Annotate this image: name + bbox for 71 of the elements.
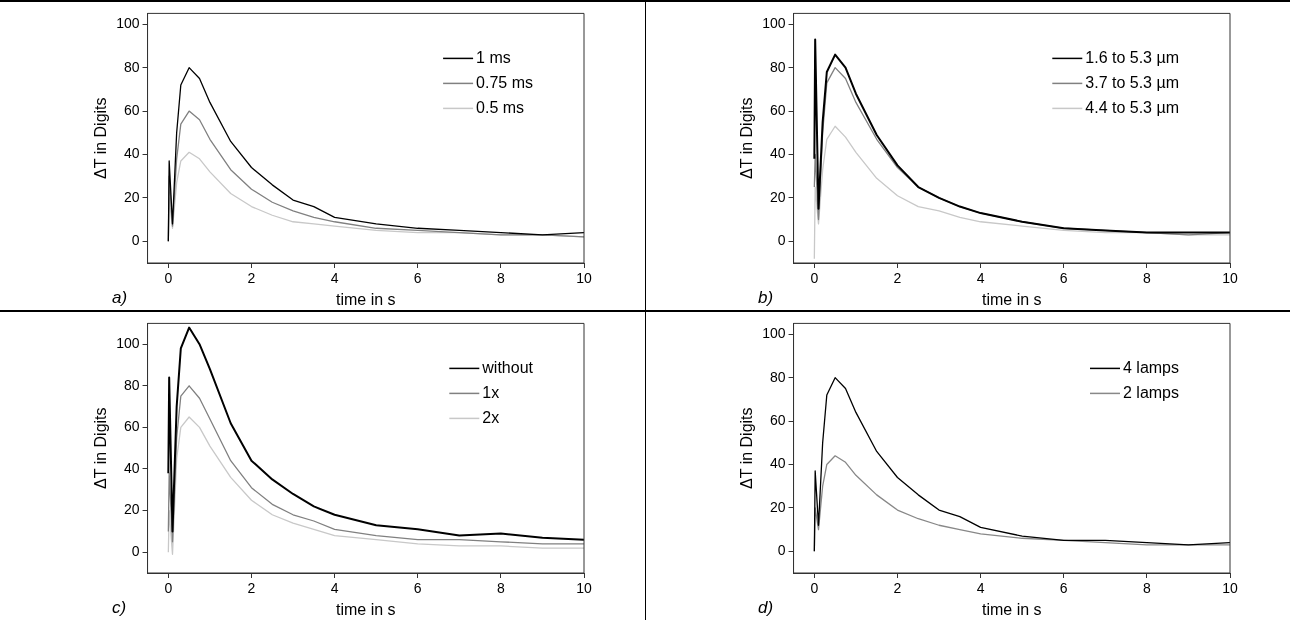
x-tick-label: 0 — [164, 580, 173, 597]
x-tick-label: 10 — [1222, 580, 1238, 597]
x-tick-label: 10 — [1222, 270, 1238, 287]
legend-label: 2 lamps — [1122, 383, 1180, 401]
legend-label: 0.75 ms — [476, 73, 534, 91]
y-axis-title: ΔT in Digits — [92, 407, 110, 489]
x-tick-label: 8 — [496, 580, 505, 597]
x-tick-label: 2 — [893, 580, 902, 597]
x-tick-label: 0 — [810, 580, 819, 597]
legend-label: 0.5 ms — [476, 98, 525, 116]
x-axis-title: time in s — [981, 290, 1042, 308]
legend-label: 1x — [482, 383, 500, 401]
y-tick-label: 20 — [123, 501, 140, 518]
y-tick-label: 100 — [116, 15, 140, 32]
y-tick-label: 0 — [131, 543, 140, 560]
x-tick-label: 0 — [810, 270, 819, 287]
y-tick-label: 0 — [131, 232, 140, 249]
x-tick-label: 8 — [496, 270, 505, 287]
legend-label: 4.4 to 5.3 µm — [1085, 98, 1180, 116]
y-tick-label: 60 — [123, 101, 140, 118]
legend-label: 1 ms — [476, 48, 511, 66]
y-tick-label: 100 — [762, 15, 786, 32]
x-tick-label: 4 — [976, 270, 985, 287]
y-tick-label: 80 — [769, 368, 786, 385]
y-tick-label: 60 — [769, 101, 786, 118]
x-tick-label: 2 — [247, 270, 256, 287]
y-tick-label: 20 — [769, 188, 786, 205]
x-tick-label: 0 — [164, 270, 173, 287]
x-tick-label: 6 — [1059, 270, 1068, 287]
legend-label: 3.7 to 5.3 µm — [1085, 73, 1180, 91]
y-tick-label: 0 — [777, 232, 786, 249]
x-axis-title: time in s — [981, 600, 1042, 618]
x-tick-label: 4 — [976, 580, 985, 597]
x-tick-label: 6 — [413, 580, 422, 597]
text: c) — [112, 598, 127, 618]
y-tick-label: 100 — [762, 325, 786, 342]
x-tick-label: 10 — [576, 580, 592, 597]
text: d) — [758, 598, 774, 618]
y-tick-label: 40 — [769, 455, 786, 472]
x-tick-label: 8 — [1142, 270, 1151, 287]
x-tick-label: 2 — [247, 580, 256, 597]
y-tick-label: 20 — [769, 498, 786, 515]
x-tick-label: 6 — [1059, 580, 1068, 597]
x-tick-label: 2 — [893, 270, 902, 287]
y-tick-label: 20 — [123, 188, 140, 205]
text: b) — [758, 288, 774, 308]
legend-label: 1.6 to 5.3 µm — [1085, 48, 1180, 66]
y-tick-label: 0 — [777, 542, 786, 559]
x-tick-label: 6 — [413, 270, 422, 287]
y-axis-title: ΔT in Digits — [738, 407, 756, 489]
y-tick-label: 60 — [123, 418, 140, 435]
x-tick-label: 4 — [330, 580, 339, 597]
legend-label: 2x — [482, 408, 500, 426]
y-tick-label: 80 — [123, 376, 140, 393]
y-tick-label: 100 — [116, 335, 140, 352]
y-tick-label: 40 — [123, 145, 140, 162]
legend-label: 4 lamps — [1122, 358, 1180, 376]
y-axis-title: ΔT in Digits — [92, 97, 110, 179]
y-tick-label: 40 — [123, 459, 140, 476]
y-tick-label: 80 — [769, 58, 786, 75]
x-axis-title: time in s — [335, 290, 396, 308]
legend-label: without — [481, 358, 534, 376]
y-tick-label: 80 — [123, 58, 140, 75]
y-axis-title: ΔT in Digits — [738, 97, 756, 179]
y-tick-label: 40 — [769, 145, 786, 162]
x-tick-label: 10 — [576, 270, 592, 287]
text: a) — [112, 288, 128, 308]
x-tick-label: 4 — [330, 270, 339, 287]
x-axis-title: time in s — [335, 600, 396, 618]
x-tick-label: 8 — [1142, 580, 1151, 597]
y-tick-label: 60 — [769, 411, 786, 428]
